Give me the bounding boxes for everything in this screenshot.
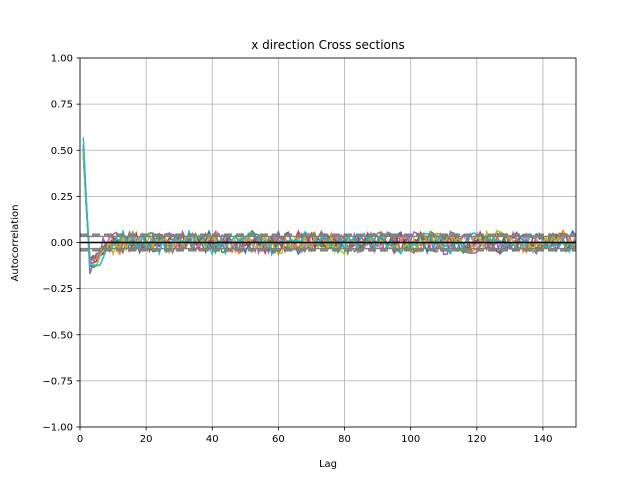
y-tick-label: −0.50 [42,330,73,341]
y-tick-label: 0.25 [51,192,73,203]
plot-area [79,57,577,428]
y-tick-label: −0.25 [42,284,73,295]
series-line [82,144,576,275]
y-axis-label: Autocorrelation [10,205,21,282]
x-tick-label: 100 [401,434,420,445]
x-tick-label: 140 [533,434,552,445]
x-tick-label: 0 [77,434,83,445]
x-tick-label: 20 [140,434,153,445]
series-lines [82,137,576,275]
x-tick-label: 80 [338,434,351,445]
x-tick-label: 120 [467,434,486,445]
x-tick-label: 40 [206,434,219,445]
chart-title: x direction Cross sections [251,38,405,52]
y-tick-label: 0.50 [51,146,73,157]
x-axis-label: Lag [319,459,337,470]
y-tick-label: 1.00 [51,54,73,65]
y-tick-label: 0.00 [51,238,73,249]
y-tick-label: −0.75 [42,376,73,387]
x-axis: 0 20 40 60 80 100 120 140 [77,427,552,445]
x-tick-label: 60 [272,434,285,445]
y-tick-label: 0.75 [51,100,73,111]
y-axis: −1.00 −0.75 −0.50 −0.25 0.00 0.25 0.50 0.75 1.00 [42,54,80,434]
y-tick-label: −1.00 [42,423,73,434]
